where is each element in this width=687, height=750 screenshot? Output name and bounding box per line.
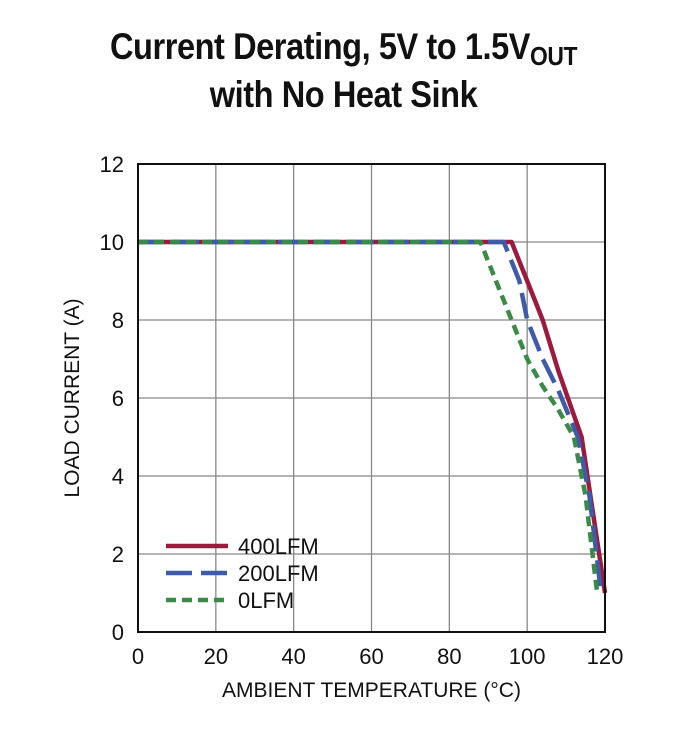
y-axis-label: LOAD CURRENT (A) — [61, 298, 84, 497]
y-tick-label: 6 — [112, 386, 124, 411]
series-line-200lfm — [138, 239, 604, 594]
chart-title-line2: with No Heat Sink — [209, 74, 478, 115]
series-lines — [138, 239, 608, 594]
x-tick-labels: 0 20 40 60 80 100 120 — [132, 644, 623, 669]
grid — [138, 164, 605, 632]
chart-title-text: Current Derating, 5V to 1.5V — [109, 26, 531, 67]
x-tick-label: 120 — [587, 644, 624, 669]
x-axis-label: AMBIENT TEMPERATURE (°C) — [222, 679, 521, 702]
y-tick-label: 4 — [112, 464, 124, 489]
x-tick-label: 80 — [437, 644, 461, 669]
chart-title-subscript: OUT — [530, 41, 578, 71]
legend-label-200lfm: 200LFM — [238, 561, 319, 586]
legend-label-400lfm: 400LFM — [238, 534, 319, 559]
legend-label-0lfm: 0LFM — [238, 588, 294, 613]
chart-title-line1: Current Derating, 5V to 1.5VOUT — [41, 26, 646, 71]
y-tick-label: 12 — [100, 152, 124, 177]
x-tick-label: 100 — [509, 644, 546, 669]
x-tick-label: 40 — [281, 644, 305, 669]
series-line-0lfm — [138, 239, 600, 594]
plot-frame — [137, 163, 606, 633]
y-tick-label: 8 — [112, 308, 124, 333]
y-tick-label: 0 — [112, 620, 124, 645]
x-tick-label: 0 — [132, 644, 144, 669]
y-tick-labels: 0 2 4 6 8 10 12 — [100, 152, 124, 645]
y-tick-label: 10 — [100, 230, 124, 255]
x-tick-label: 20 — [204, 644, 228, 669]
x-tick-label: 60 — [359, 644, 383, 669]
y-tick-label: 2 — [112, 542, 124, 567]
